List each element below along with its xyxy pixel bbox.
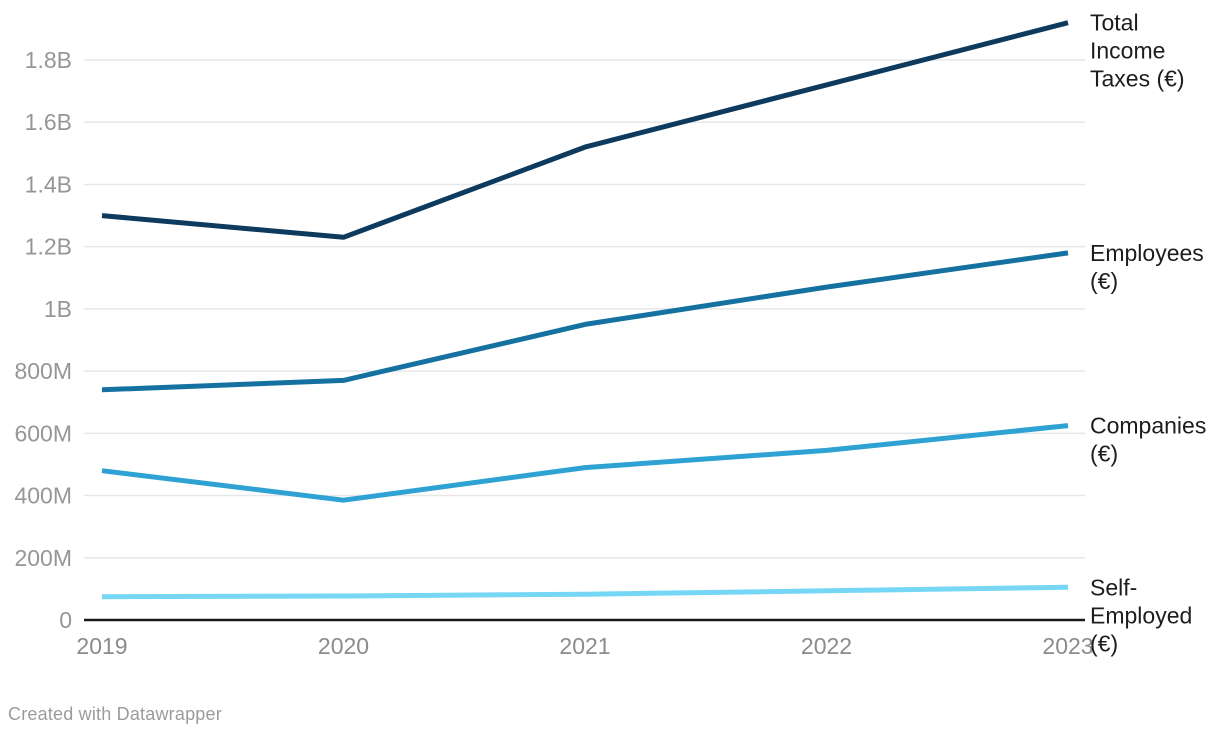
series-label-employees: Employees	[1090, 240, 1204, 266]
datawrapper-credit: Created with Datawrapper	[8, 704, 222, 724]
y-axis-tick-label: 0	[59, 607, 72, 633]
series-label-total-income-taxes: Taxes (€)	[1090, 66, 1185, 92]
series-label-self-employed: (€)	[1090, 630, 1118, 656]
x-axis-tick-label: 2023	[1042, 633, 1093, 659]
x-axis-tick-label: 2021	[559, 633, 610, 659]
series-label-companies: Companies	[1090, 413, 1206, 439]
y-axis-tick-label: 1B	[44, 296, 72, 322]
y-axis-tick-label: 800M	[14, 358, 72, 384]
series-label-self-employed: Employed	[1090, 602, 1192, 628]
y-axis-tick-label: 400M	[14, 483, 72, 509]
series-line-companies	[101, 423, 1069, 503]
series-line-self-employed	[101, 584, 1069, 600]
x-axis-tick-label: 2019	[76, 633, 127, 659]
series-label-total-income-taxes: Income	[1090, 38, 1165, 64]
series-label-self-employed: Self-	[1090, 574, 1137, 600]
y-axis-tick-label: 600M	[14, 420, 72, 446]
series-label-employees: (€)	[1090, 268, 1118, 294]
x-axis-tick-label: 2020	[318, 633, 369, 659]
y-axis-tick-label: 1.2B	[25, 234, 72, 260]
series-label-companies: (€)	[1090, 441, 1118, 467]
series-line-employees	[101, 250, 1069, 393]
y-axis-tick-label: 1.8B	[25, 47, 72, 73]
series-line-total-income-taxes	[101, 20, 1069, 240]
series-label-total-income-taxes: Total	[1090, 10, 1139, 36]
y-axis-tick-label: 200M	[14, 545, 72, 571]
y-axis-tick-label: 1.6B	[25, 109, 72, 135]
y-axis-tick-label: 1.4B	[25, 171, 72, 197]
x-axis-tick-label: 2022	[801, 633, 852, 659]
